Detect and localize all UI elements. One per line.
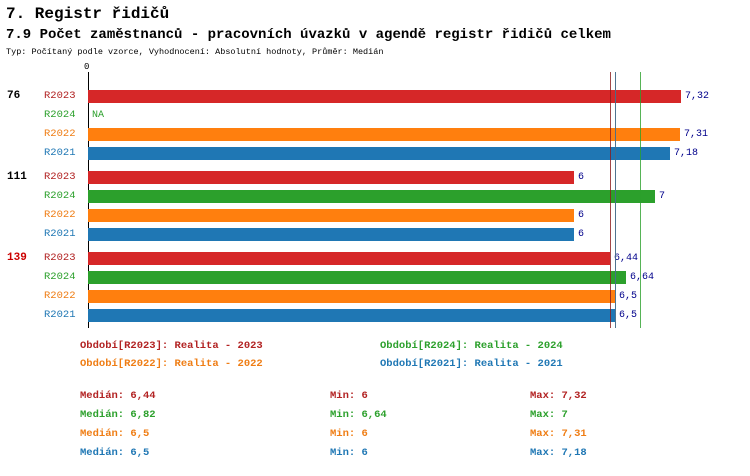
- bar-value-label: 6,44: [614, 253, 639, 264]
- chart-row: R2024 6,64: [0, 271, 750, 284]
- bar-r2021: [88, 228, 574, 241]
- series-label: R2023: [44, 90, 76, 102]
- bar-r2023: [88, 171, 574, 184]
- bar-value-label: 6: [578, 210, 585, 221]
- group-label: 111: [7, 171, 27, 183]
- chart-row: 76 R2023 7,32: [0, 90, 750, 103]
- stat-median: Medián: 6,5: [80, 447, 150, 459]
- report-title: 7. Registr řidičů: [6, 5, 170, 23]
- bar-value-label: 7,31: [684, 129, 709, 140]
- bar-r2022: [88, 209, 574, 222]
- bar-r2023: [88, 90, 681, 103]
- bar-value-label: 7,32: [685, 91, 710, 102]
- series-label: R2024: [44, 271, 76, 283]
- group-label: 139: [7, 252, 27, 264]
- stat-min: Min: 6: [330, 390, 368, 402]
- chart-row: R2024 NA: [0, 109, 750, 122]
- bar-r2024: [88, 271, 626, 284]
- bar-r2021: [88, 147, 670, 160]
- chart-row: R2021 6: [0, 228, 750, 241]
- legend-item: Období[R2022]: Realita - 2022: [80, 358, 263, 370]
- stat-max: Max: 7,32: [530, 390, 587, 402]
- series-label: R2022: [44, 290, 76, 302]
- bar-value-label: 6: [578, 229, 585, 240]
- stat-min: Min: 6: [330, 428, 368, 440]
- chart-row: R2024 7: [0, 190, 750, 203]
- bar-r2023: [88, 252, 610, 265]
- chart-meta: Typ: Počítaný podle vzorce, Vyhodnocení:…: [6, 47, 384, 57]
- bar-value-label: 6,5: [619, 291, 638, 302]
- stats-row: Medián: 6,5 Min: 6 Max: 7,31: [80, 428, 750, 442]
- stats-table: Medián: 6,44 Min: 6 Max: 7,32 Medián: 6,82 M…: [80, 390, 750, 470]
- stats-row: Medián: 6,82 Min: 6,64 Max: 7: [80, 409, 750, 423]
- bar-r2024: [88, 190, 655, 203]
- legend-item: Období[R2023]: Realita - 2023: [80, 340, 263, 352]
- series-label: R2024: [44, 190, 76, 202]
- bar-value-label: 7,18: [674, 148, 699, 159]
- bar-r2022: [88, 290, 615, 303]
- chart-title: 7.9 Počet zaměstnanců - pracovních úvazk…: [6, 27, 611, 43]
- series-label: R2022: [44, 209, 76, 221]
- bar-r2022: [88, 128, 680, 141]
- stat-min: Min: 6,64: [330, 409, 387, 421]
- legend-item: Období[R2021]: Realita - 2021: [380, 358, 563, 370]
- bar-r2021: [88, 309, 615, 322]
- series-label: R2021: [44, 147, 76, 159]
- median-line-r2023: [610, 72, 611, 328]
- series-label: R2022: [44, 128, 76, 140]
- legend: Období[R2023]: Realita - 2023 Období[R202…: [0, 340, 750, 382]
- stats-row: Medián: 6,44 Min: 6 Max: 7,32: [80, 390, 750, 404]
- bar-value-label: 6: [578, 172, 585, 183]
- stat-max: Max: 7,18: [530, 447, 587, 459]
- chart-row: R2021 6,5: [0, 309, 750, 322]
- chart-row: R2022 6,5: [0, 290, 750, 303]
- legend-item: Období[R2024]: Realita - 2024: [380, 340, 563, 352]
- chart-row: R2022 6: [0, 209, 750, 222]
- bar-chart: 0 76 R2023 7,32 R2024 NA R2022 7,31 R2021 7,18 11…: [0, 60, 750, 338]
- stat-median: Medián: 6,82: [80, 409, 156, 421]
- x-axis-zero-label: 0: [84, 62, 90, 72]
- bar-value-label: 6,64: [630, 272, 655, 283]
- series-label: R2024: [44, 109, 76, 121]
- series-label: R2023: [44, 252, 76, 264]
- median-line-r2024: [640, 72, 641, 328]
- stat-max: Max: 7: [530, 409, 568, 421]
- chart-row: R2022 7,31: [0, 128, 750, 141]
- bar-value-label: 6,5: [619, 310, 638, 321]
- chart-row: 111 R2023 6: [0, 171, 750, 184]
- chart-row: 139 R2023 6,44: [0, 252, 750, 265]
- series-label: R2023: [44, 171, 76, 183]
- bar-value-label: 7: [659, 191, 666, 202]
- series-label: R2021: [44, 309, 76, 321]
- stat-min: Min: 6: [330, 447, 368, 459]
- group-label: 76: [7, 90, 21, 102]
- series-label: R2021: [44, 228, 76, 240]
- chart-row: R2021 7,18: [0, 147, 750, 160]
- stat-median: Medián: 6,5: [80, 428, 150, 440]
- stats-row: Medián: 6,5 Min: 6 Max: 7,18: [80, 447, 750, 461]
- median-line-r2021: [615, 72, 616, 328]
- stat-max: Max: 7,31: [530, 428, 587, 440]
- bar-value-label: NA: [92, 110, 105, 121]
- stat-median: Medián: 6,44: [80, 390, 156, 402]
